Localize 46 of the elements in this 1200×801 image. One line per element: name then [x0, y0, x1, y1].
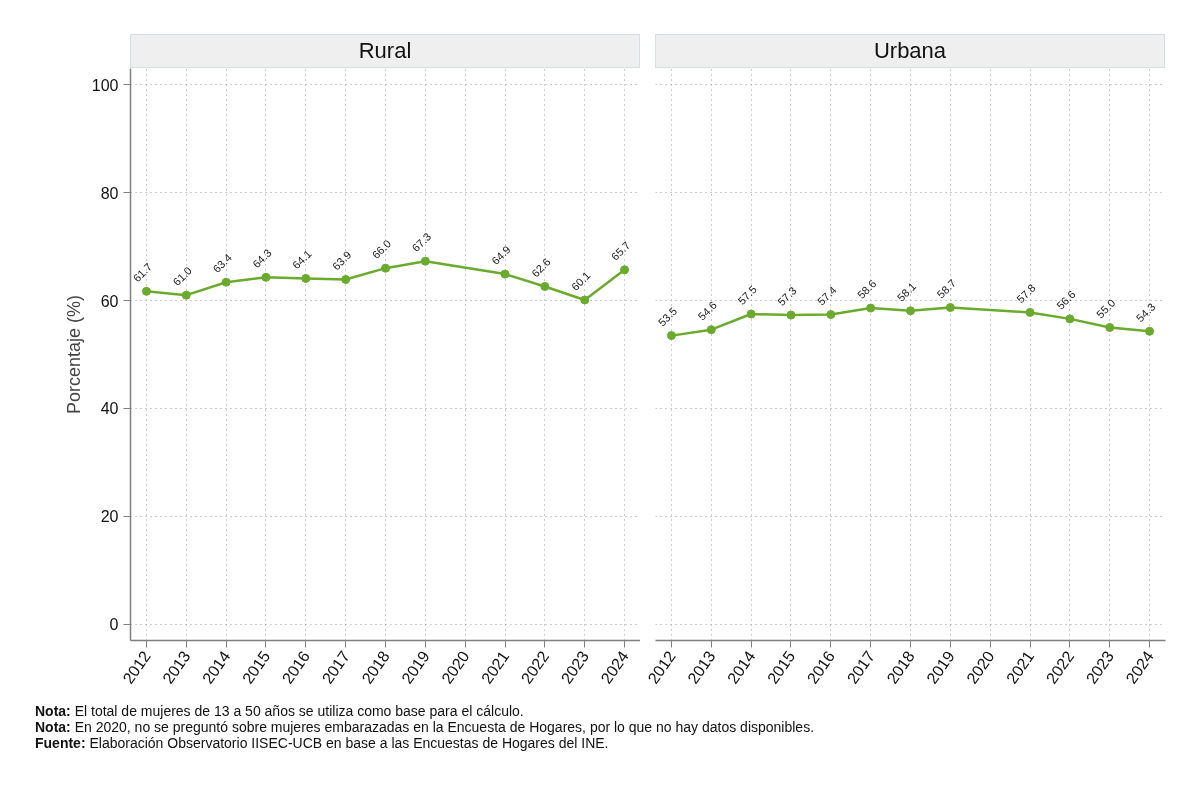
point [1025, 307, 1035, 317]
data-label: 58.1 [894, 279, 919, 304]
point [666, 331, 676, 341]
data-label: 56.6 [1054, 288, 1078, 312]
point [746, 309, 756, 319]
point [945, 303, 955, 313]
point [221, 277, 231, 287]
point [341, 275, 351, 284]
data-label: 63.4 [210, 251, 234, 275]
point [500, 269, 510, 279]
data-label: 64.9 [489, 243, 513, 267]
data-label: 64.1 [290, 247, 314, 272]
y-tick-label: 40 [100, 400, 119, 418]
chart-title: Urbana [873, 37, 947, 65]
y-tick-label: 20 [100, 508, 119, 526]
y-tick-label: 100 [91, 76, 119, 94]
point [906, 306, 915, 316]
point [301, 273, 311, 283]
data-label: 61.0 [170, 264, 195, 288]
y-tick-label: 0 [109, 616, 119, 634]
point [580, 295, 590, 305]
point [706, 325, 716, 335]
point [1105, 323, 1115, 333]
data-label: 67.3 [409, 230, 434, 254]
point [866, 303, 876, 313]
point [540, 282, 550, 291]
chart-title: Rural [358, 37, 412, 65]
point [420, 256, 430, 266]
point [1065, 314, 1075, 324]
y-tick-label: 80 [100, 184, 119, 202]
data-label: 66.0 [369, 237, 394, 261]
point [786, 310, 796, 320]
point [181, 290, 191, 300]
text: Nota: El total de mujeres de 13 a 50 años se utiliza como base para el cálculo. [35, 703, 524, 719]
y-tick-label: 60 [100, 292, 119, 310]
point [1145, 326, 1155, 336]
point [381, 263, 390, 273]
point [141, 286, 151, 296]
text: Nota: En 2020, no se preguntó sobre mujeres embarazadas en la Encuesta de Hogares, por lo que no hay datos disponibles. [35, 719, 815, 735]
data-label: 60.1 [568, 269, 593, 293]
point [826, 310, 836, 320]
data-label: 57.4 [815, 283, 839, 308]
source-note: Fuente: Elaboración Observatorio IISEC-UCB en base a las Encuestas de Hogares del INE. [35, 735, 609, 751]
point [620, 265, 630, 275]
y-axis-title: Porcentaje (%) [63, 294, 84, 415]
point [261, 272, 271, 282]
